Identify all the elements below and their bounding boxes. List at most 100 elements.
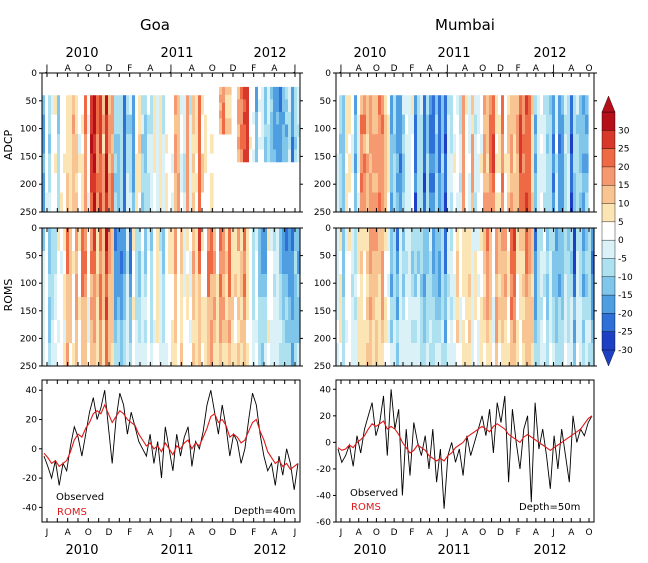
heatmap-cell xyxy=(243,343,247,367)
heatmap-cell xyxy=(240,297,244,321)
heatmap-cell xyxy=(519,320,523,344)
heatmap-cell xyxy=(138,95,142,115)
heatmap-cell xyxy=(285,228,289,252)
heatmap-cell xyxy=(210,114,214,135)
heatmap-cell xyxy=(195,153,199,174)
heatmap-cell xyxy=(144,251,148,275)
heatmap-cell xyxy=(426,274,430,298)
heatmap-cell xyxy=(372,134,376,154)
heatmap-cell xyxy=(345,251,349,275)
goa-month-label-bottom: O xyxy=(209,528,216,538)
heatmap-cell xyxy=(480,320,484,344)
heatmap-cell xyxy=(357,95,361,115)
heatmap-cell xyxy=(294,86,298,100)
heatmap-cell xyxy=(222,228,226,252)
heatmap-cell xyxy=(588,297,592,321)
heatmap-cell xyxy=(576,153,580,174)
heatmap-cell xyxy=(99,192,103,213)
heatmap-cell xyxy=(372,297,376,321)
heatmap-cell xyxy=(171,320,175,344)
heatmap-cell xyxy=(459,95,463,115)
heatmap-cell xyxy=(471,134,475,154)
heatmap-cell xyxy=(129,95,133,115)
heatmap-cell xyxy=(375,192,379,213)
heatmap-cell xyxy=(267,343,271,367)
heatmap-cell xyxy=(552,343,556,367)
heatmap-cell xyxy=(402,228,406,252)
heatmap-cell xyxy=(51,228,55,252)
heatmap-cell xyxy=(366,114,370,135)
heatmap-cell xyxy=(483,114,487,135)
heatmap-cell xyxy=(123,320,127,344)
heatmap-cell xyxy=(177,251,181,275)
heatmap-cell xyxy=(417,173,421,193)
heatmap-cell xyxy=(228,126,232,135)
heatmap-cell xyxy=(405,173,409,193)
heatmap-cell xyxy=(477,320,481,344)
heatmap-cell xyxy=(498,134,502,154)
heatmap-cell xyxy=(393,274,397,298)
heatmap-cell xyxy=(495,251,499,275)
heatmap-cell xyxy=(282,124,286,138)
heatmap-cell xyxy=(168,251,172,275)
heatmap-cell xyxy=(45,251,49,275)
heatmap-cell xyxy=(204,228,208,252)
mumbai-month-label-bottom: J xyxy=(445,528,449,538)
heatmap-cell xyxy=(153,320,157,344)
heatmap-cell xyxy=(456,134,460,154)
heatmap-cell xyxy=(579,173,583,193)
heatmap-cell xyxy=(516,343,520,367)
heatmap-cell xyxy=(582,343,586,367)
heatmap-cell xyxy=(414,192,418,213)
heatmap-cell xyxy=(489,297,493,321)
heatmap-cell xyxy=(465,95,469,115)
heatmap-cell xyxy=(495,343,499,367)
heatmap-cell xyxy=(108,274,112,298)
heatmap-cell xyxy=(417,320,421,344)
goa-roms-y-tick-label: 0 xyxy=(31,224,37,234)
heatmap-cell xyxy=(573,343,577,367)
heatmap-cell xyxy=(183,134,187,154)
heatmap-cell xyxy=(534,343,538,367)
heatmap-cell xyxy=(384,95,388,115)
heatmap-cell xyxy=(411,134,415,154)
heatmap-cell xyxy=(123,134,127,154)
heatmap-cell xyxy=(294,136,298,150)
heatmap-cell xyxy=(366,274,370,298)
heatmap-cell xyxy=(420,251,424,275)
heatmap-cell xyxy=(471,251,475,275)
heatmap-cell xyxy=(285,274,289,298)
heatmap-cell xyxy=(57,274,61,298)
heatmap-cell xyxy=(126,274,130,298)
heatmap-cell xyxy=(582,192,586,213)
heatmap-cell xyxy=(498,192,502,213)
heatmap-cell xyxy=(204,343,208,367)
heatmap-cell xyxy=(186,192,190,213)
heatmap-cell xyxy=(135,251,139,275)
heatmap-cell xyxy=(378,297,382,321)
heatmap-cell xyxy=(87,274,91,298)
heatmap-cell xyxy=(48,153,52,174)
heatmap-cell xyxy=(96,343,100,367)
heatmap-cell xyxy=(537,320,541,344)
heatmap-cell xyxy=(177,274,181,298)
heatmap-cell xyxy=(186,320,190,344)
heatmap-cell xyxy=(66,114,70,135)
mumbai-series-observed xyxy=(337,389,593,509)
heatmap-cell xyxy=(54,228,58,252)
heatmap-cell xyxy=(240,124,244,138)
heatmap-cell xyxy=(102,114,106,135)
colorbar-swatch xyxy=(601,130,616,150)
heatmap-cell xyxy=(90,95,94,115)
heatmap-cell xyxy=(291,111,295,125)
heatmap-cell xyxy=(519,297,523,321)
heatmap-cell xyxy=(351,153,355,174)
heatmap-cell xyxy=(507,114,511,135)
heatmap-cell xyxy=(129,228,133,252)
heatmap-cell xyxy=(444,297,448,321)
heatmap-cell xyxy=(258,297,262,321)
heatmap-cell xyxy=(483,134,487,154)
heatmap-cell xyxy=(381,134,385,154)
heatmap-cell xyxy=(357,114,361,135)
heatmap-cell xyxy=(474,320,478,344)
